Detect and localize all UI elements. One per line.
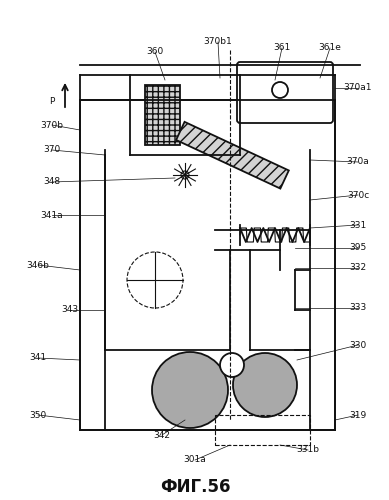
Circle shape bbox=[233, 353, 297, 417]
Text: 301a: 301a bbox=[184, 456, 207, 464]
Text: 341: 341 bbox=[30, 354, 47, 362]
Text: 360: 360 bbox=[146, 48, 164, 56]
Text: 319: 319 bbox=[349, 410, 366, 420]
Text: 361: 361 bbox=[273, 44, 291, 52]
FancyBboxPatch shape bbox=[237, 62, 333, 123]
Bar bbox=[80, 100, 335, 430]
Bar bbox=[145, 85, 180, 145]
Text: 331: 331 bbox=[349, 220, 366, 230]
Text: 348: 348 bbox=[44, 178, 61, 186]
Text: 370b: 370b bbox=[40, 120, 63, 130]
Circle shape bbox=[272, 82, 288, 98]
Text: P: P bbox=[49, 98, 55, 106]
Text: 370: 370 bbox=[44, 146, 61, 154]
Polygon shape bbox=[176, 122, 289, 188]
Bar bbox=[215, 415, 310, 445]
Text: ФИГ.56: ФИГ.56 bbox=[160, 478, 230, 496]
Text: 370c: 370c bbox=[347, 190, 369, 200]
Text: 370a1: 370a1 bbox=[344, 84, 372, 92]
Circle shape bbox=[181, 171, 189, 179]
Text: 330: 330 bbox=[349, 340, 366, 349]
Circle shape bbox=[152, 352, 228, 428]
Text: 370a: 370a bbox=[347, 158, 370, 166]
Text: 333: 333 bbox=[349, 304, 366, 312]
Text: 332: 332 bbox=[349, 264, 366, 272]
Text: 346b: 346b bbox=[26, 260, 49, 270]
Text: 350: 350 bbox=[30, 410, 47, 420]
Text: 370b1: 370b1 bbox=[203, 38, 232, 46]
Text: 341a: 341a bbox=[41, 210, 63, 220]
Text: 361e: 361e bbox=[319, 44, 342, 52]
Text: 395: 395 bbox=[349, 244, 366, 252]
Text: 343: 343 bbox=[61, 306, 79, 314]
Circle shape bbox=[220, 353, 244, 377]
Text: 331b: 331b bbox=[296, 446, 319, 454]
Text: 342: 342 bbox=[154, 430, 170, 440]
